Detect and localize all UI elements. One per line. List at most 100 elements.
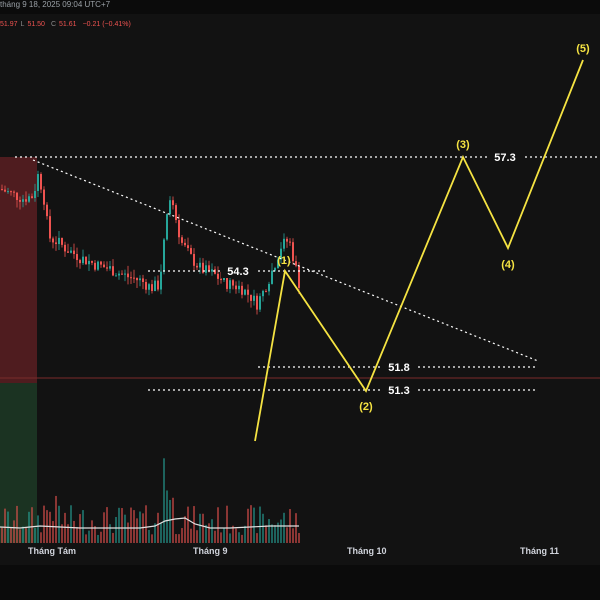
volume-bar: [55, 495, 57, 543]
candle-body: [52, 238, 54, 243]
volume-bar: [133, 510, 135, 543]
volume-bar: [112, 532, 114, 543]
candle-body: [211, 269, 213, 272]
candle-body: [124, 273, 126, 275]
volume-bar: [151, 534, 153, 543]
volume-bar: [163, 458, 165, 543]
candle-body: [97, 261, 99, 270]
volume-bar: [76, 527, 78, 543]
x-axis-label-thang-11: Tháng 11: [520, 546, 560, 556]
volume-bar: [175, 534, 177, 543]
candle-body: [109, 266, 111, 269]
volume-bar: [130, 507, 132, 543]
level-label-51-8-bg: [382, 361, 416, 374]
level-label-54-3-bg: [221, 265, 255, 278]
candle-body: [178, 220, 180, 238]
volume-bar: [58, 505, 60, 543]
candle-body: [184, 242, 186, 246]
candle-body: [118, 273, 120, 276]
candle-body: [10, 191, 12, 193]
candle-body: [64, 244, 66, 252]
volume-bar: [187, 506, 189, 543]
volume-bar: [235, 528, 237, 543]
volume-bar: [67, 524, 69, 543]
candle-body: [163, 239, 165, 272]
candle-body: [154, 280, 156, 292]
candle-body: [103, 264, 105, 268]
volume-bar: [124, 514, 126, 543]
candle-body: [121, 273, 123, 275]
volume-bar: [148, 529, 150, 543]
volume-bar: [208, 523, 210, 543]
bottom-strip: [0, 565, 600, 600]
candle-body: [55, 242, 57, 245]
candle-body: [169, 200, 171, 215]
candle-body: [25, 199, 27, 202]
candle-body: [31, 196, 33, 199]
candle-body: [244, 289, 246, 295]
volume-bar: [169, 499, 171, 543]
x-axis-label-thang-9: Tháng 9: [193, 546, 228, 556]
candle-body: [283, 238, 285, 249]
candle-body: [85, 256, 87, 265]
candle-body: [79, 260, 81, 264]
ohlc-close: C 51.61: [50, 21, 77, 28]
volume-bar: [286, 527, 288, 543]
volume-bar: [31, 507, 33, 543]
candle-body: [295, 261, 297, 266]
candle-body: [205, 265, 207, 273]
volume-bar: [166, 490, 168, 543]
wave-label-3: (3): [456, 139, 470, 151]
volume-bar: [85, 534, 87, 543]
candle-body: [298, 265, 300, 288]
level-label-51-3: 51.3: [388, 385, 409, 397]
volume-bar: [4, 508, 6, 543]
volume-bar: [268, 519, 270, 543]
price-chart[interactable]: 57.3 54.3 51.8 51.3 (1) (2) (3) (4) (5): [0, 0, 600, 565]
level-label-57-3: 57.3: [494, 152, 515, 164]
volume-bar: [265, 525, 267, 543]
candle-body: [232, 280, 234, 286]
candle-body: [46, 204, 48, 217]
volume-bar: [1, 527, 3, 543]
candle-body: [106, 267, 108, 269]
volume-bar: [37, 515, 39, 543]
volume-bar: [214, 530, 216, 543]
volume-bar: [88, 530, 90, 543]
volume-bar: [16, 505, 18, 543]
candle-body: [61, 237, 63, 245]
volume-bar: [277, 522, 279, 543]
ohlc-legend: 51.97 L 51.50 C 51.61 −0.21 (−0.41%): [0, 20, 134, 30]
candle-body: [145, 282, 147, 290]
volume-bar: [13, 520, 15, 543]
green-zone: [0, 383, 37, 543]
volume-bar: [247, 508, 249, 543]
candle-body: [100, 261, 102, 265]
candle-body: [82, 256, 84, 264]
elliott-wave-line: [254, 59, 584, 442]
volume-bar: [118, 507, 120, 543]
volume-bar: [220, 532, 222, 543]
candle-body: [268, 283, 270, 292]
level-label-57-3-bg: [488, 151, 522, 164]
volume-bar: [271, 524, 273, 543]
x-axis-label-thang-tam: Tháng Tám: [28, 546, 77, 556]
volume-average-line: [0, 517, 299, 529]
wave-label-1: (1): [277, 255, 291, 267]
candle-body: [136, 277, 138, 281]
candle-body: [229, 280, 231, 289]
datetime-label: tháng 9 18, 2025 09:04 UTC+7: [0, 0, 111, 9]
candle-body: [196, 265, 198, 268]
candle-body: [160, 271, 162, 290]
volume-bar: [295, 513, 297, 543]
candle-body: [7, 191, 9, 193]
volume-bar: [202, 513, 204, 543]
volume-bar: [154, 523, 156, 543]
volume-bar: [70, 505, 72, 543]
candle-body: [139, 278, 141, 281]
candle-body: [235, 285, 237, 290]
candle-body: [259, 296, 261, 310]
volume-bar: [229, 533, 231, 543]
volume-bar: [223, 527, 225, 543]
